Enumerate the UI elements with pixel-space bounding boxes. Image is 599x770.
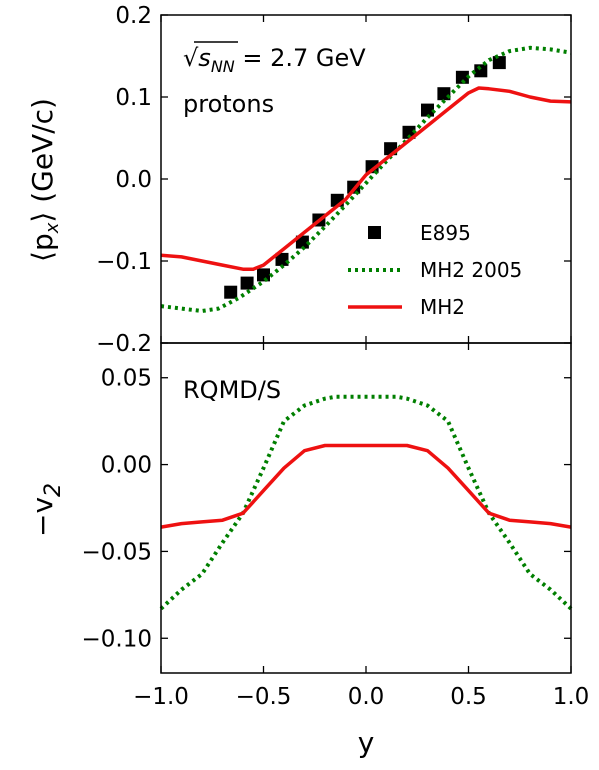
- top-e895-point-14: [474, 64, 488, 78]
- legend-label-mh2: MH2: [420, 295, 465, 319]
- legend-label-e895: E895: [420, 221, 471, 245]
- bottom-panel: −0.10 −0.05 0.00 0.05 −1.0 −0.5 0.0 0.5 1.0: [82, 342, 590, 710]
- xlabel: y: [358, 726, 375, 759]
- bottom-ytick-label-1: −0.05: [82, 539, 152, 565]
- legend: E895 MH2 2005 MH2: [348, 221, 522, 319]
- legend-marker-e895: [368, 226, 381, 239]
- energy-value: = 2.7 GeV: [235, 44, 367, 72]
- xtick-label-0: −1.0: [133, 684, 189, 710]
- top-e895-point-0: [224, 285, 238, 299]
- particle-annotation: protons: [183, 90, 274, 118]
- top-e895-point-2: [257, 268, 270, 282]
- top-ylabel-main: ⟨p: [26, 233, 59, 262]
- top-ylabel-sub: x: [42, 222, 63, 234]
- top-ytick-label-0: −0.2: [96, 331, 152, 357]
- top-ylabel-tail: ⟩ (GeV/c): [26, 98, 59, 223]
- bottom-ytick-label-3: 0.05: [101, 366, 152, 392]
- top-ytick-label-4: 0.2: [115, 3, 152, 29]
- top-ytick-label-1: −0.1: [96, 249, 152, 275]
- top-e895-point-3: [275, 252, 289, 266]
- bottom-ylabel-main: −v: [26, 497, 59, 537]
- top-e895-point-1: [240, 276, 254, 290]
- legend-label-mh2-2005: MH2 2005: [420, 258, 522, 282]
- model-annotation: RQMD/S: [183, 376, 281, 404]
- top-ytick-label-2: 0.0: [115, 167, 152, 193]
- top-e895-point-13: [455, 70, 469, 84]
- bottom-ylabel: −v2: [26, 483, 66, 537]
- top-ytick-label-3: 0.1: [115, 85, 152, 111]
- top-e895-point-10: [402, 125, 416, 139]
- bottom-ylabel-sub: 2: [41, 483, 66, 497]
- energy-annotation: √sNN = 2.7 GeV: [183, 44, 366, 76]
- bottom-ytick-label-0: −0.10: [82, 626, 152, 652]
- energy-sqrt-sign: √: [183, 44, 199, 72]
- top-e895-point-15: [492, 56, 506, 70]
- bottom-ytick-label-2: 0.00: [101, 453, 152, 479]
- top-mh2-2005-line: [160, 45, 572, 313]
- bottom-mh2-line: [160, 443, 572, 529]
- xtick-label-3: 0.5: [450, 684, 487, 710]
- energy-sub: NN: [211, 57, 235, 76]
- energy-s: s: [198, 44, 211, 72]
- top-e895-point-8: [365, 160, 379, 174]
- top-e895-point-4: [295, 235, 309, 249]
- xtick-label-2: 0.0: [348, 684, 385, 710]
- top-e895-point-11: [421, 103, 434, 117]
- top-mh2-line: [160, 86, 572, 271]
- bottom-mh2-2005-line: [159, 394, 573, 611]
- top-ylabel: ⟨px⟩ (GeV/c): [26, 98, 63, 262]
- xtick-label-4: 1.0: [553, 684, 590, 710]
- xtick-label-1: −0.5: [236, 684, 292, 710]
- top-panel: −0.2 −0.1 0.0 0.1 0.2: [96, 3, 572, 357]
